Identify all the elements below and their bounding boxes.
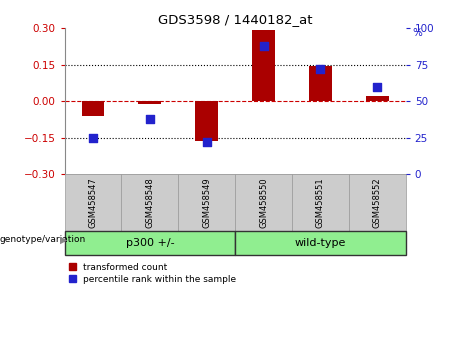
Legend: transformed count, percentile rank within the sample: transformed count, percentile rank withi… xyxy=(69,263,236,284)
Text: p300 +/-: p300 +/- xyxy=(125,238,174,248)
Bar xyxy=(292,174,349,232)
Bar xyxy=(195,101,218,141)
Bar xyxy=(235,174,292,232)
Text: GSM458551: GSM458551 xyxy=(316,177,325,228)
Bar xyxy=(309,67,332,101)
Bar xyxy=(178,174,235,232)
Bar xyxy=(121,174,178,232)
Bar xyxy=(82,101,104,116)
Bar xyxy=(138,101,161,104)
Point xyxy=(373,84,381,90)
Point xyxy=(89,135,97,141)
Bar xyxy=(252,30,275,101)
Text: GSM458552: GSM458552 xyxy=(373,177,382,228)
Bar xyxy=(65,174,121,232)
Bar xyxy=(349,174,406,232)
Point xyxy=(260,43,267,48)
Text: GSM458547: GSM458547 xyxy=(89,177,97,228)
Point xyxy=(146,116,154,121)
Title: GDS3598 / 1440182_at: GDS3598 / 1440182_at xyxy=(158,13,313,26)
Text: GSM458548: GSM458548 xyxy=(145,177,154,228)
Point xyxy=(317,66,324,72)
Text: GSM458549: GSM458549 xyxy=(202,177,211,228)
Text: wild-type: wild-type xyxy=(295,238,346,248)
Bar xyxy=(65,232,235,255)
Point xyxy=(203,139,210,145)
Bar xyxy=(366,96,389,101)
Text: %: % xyxy=(413,28,422,38)
Text: GSM458550: GSM458550 xyxy=(259,177,268,228)
Bar xyxy=(235,232,406,255)
Text: ▶: ▶ xyxy=(60,235,67,245)
Text: genotype/variation: genotype/variation xyxy=(0,235,86,244)
